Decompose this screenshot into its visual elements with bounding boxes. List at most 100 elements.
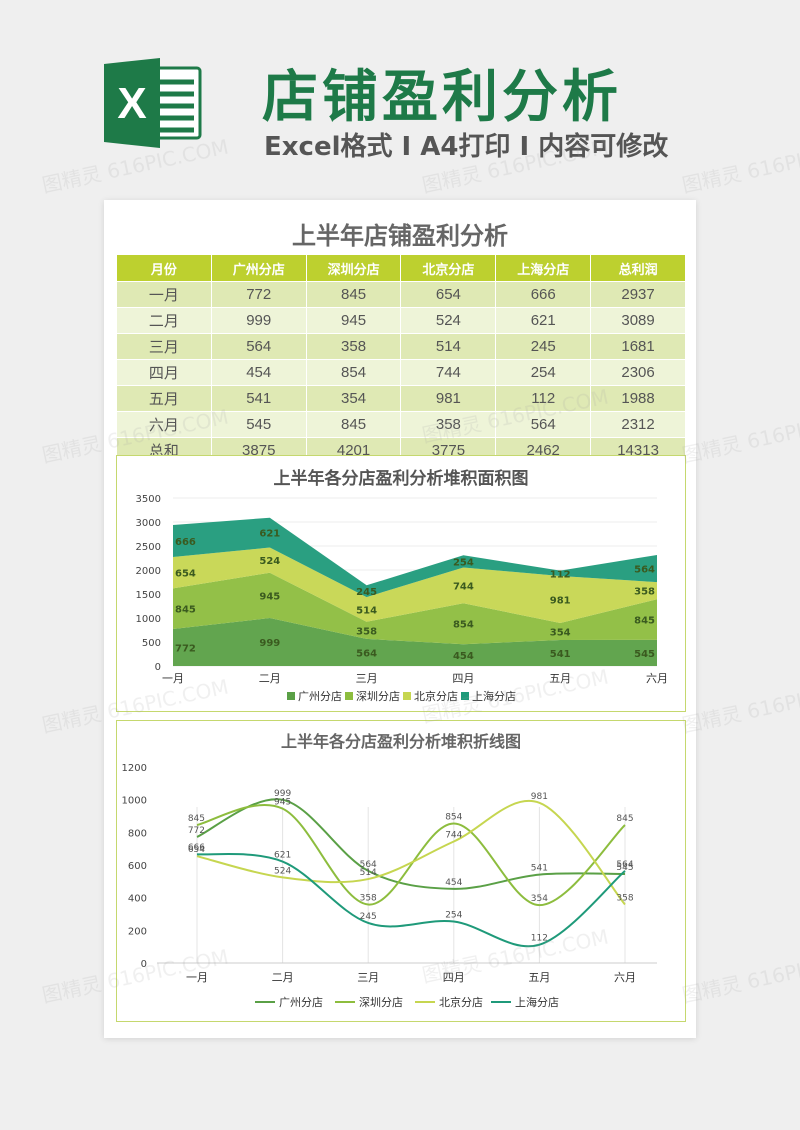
x-tick-label: 六月 xyxy=(614,971,636,984)
data-label: 524 xyxy=(274,866,291,876)
col-header: 深圳分店 xyxy=(305,254,402,282)
col-header: 北京分店 xyxy=(400,254,497,282)
table-cell: 358 xyxy=(305,333,402,360)
table-cell: 772 xyxy=(210,281,307,308)
data-label: 564 xyxy=(360,860,377,870)
data-label: 354 xyxy=(550,628,571,639)
data-label: 744 xyxy=(445,830,462,840)
legend-label: 深圳分店 xyxy=(359,995,403,1009)
table-cell: 454 xyxy=(210,359,307,386)
area-series-0 xyxy=(173,618,657,666)
table-cell: 845 xyxy=(305,281,402,308)
y-tick-label: 0 xyxy=(141,959,147,970)
area-series-1 xyxy=(173,572,657,645)
data-label: 358 xyxy=(616,894,633,904)
data-label: 654 xyxy=(188,845,205,855)
data-label: 514 xyxy=(356,605,377,616)
col-header: 总利润 xyxy=(590,254,686,282)
table-row: 四月 454 854 744 254 2306 xyxy=(116,359,686,386)
y-tick-label: 3500 xyxy=(136,494,161,505)
data-label: 845 xyxy=(188,814,205,824)
row-label: 一月 xyxy=(116,281,212,308)
data-label: 358 xyxy=(360,894,377,904)
data-label: 524 xyxy=(259,556,280,567)
page-header: X 店铺盈利分析 Excel格式 I A4打印 I 内容可修改 xyxy=(0,0,800,190)
data-label: 621 xyxy=(259,529,280,540)
row-label: 四月 xyxy=(116,359,212,386)
data-label: 564 xyxy=(356,648,377,659)
data-label: 545 xyxy=(616,863,633,873)
data-label: 514 xyxy=(360,868,377,878)
y-tick-label: 0 xyxy=(155,662,161,673)
area-series-2 xyxy=(173,547,657,624)
table-cell: 666 xyxy=(495,281,592,308)
data-label: 845 xyxy=(634,616,655,627)
data-label: 845 xyxy=(616,814,633,824)
data-label: 454 xyxy=(445,878,462,888)
chart-title: 上半年各分店盈利分析堆积折线图 xyxy=(281,732,521,751)
table-cell: 1681 xyxy=(590,333,686,360)
logo-letter: X xyxy=(117,79,146,128)
legend-swatch xyxy=(403,692,411,700)
table-cell: 514 xyxy=(400,333,497,360)
table-cell: 999 xyxy=(210,307,307,334)
data-label: 772 xyxy=(188,826,205,836)
data-label: 564 xyxy=(616,860,633,870)
data-label: 112 xyxy=(531,934,548,944)
profit-table: 月份 广州分店 深圳分店 北京分店 上海分店 总利润 一月 772 845 654 66… xyxy=(116,254,686,464)
x-tick-label: 三月 xyxy=(356,672,378,685)
data-label: 541 xyxy=(550,649,571,660)
line-series-0 xyxy=(196,798,626,890)
col-header: 上海分店 xyxy=(495,254,592,282)
y-tick-label: 500 xyxy=(142,638,161,649)
table-row: 一月 772 845 654 666 2937 xyxy=(116,281,686,308)
row-label: 三月 xyxy=(116,333,212,360)
x-tick-label: 五月 xyxy=(549,672,571,685)
x-tick-label: 四月 xyxy=(443,971,465,984)
y-tick-label: 2500 xyxy=(136,542,161,553)
x-tick-label: 三月 xyxy=(357,971,379,984)
legend-label: 北京分店 xyxy=(439,995,483,1009)
data-label: 945 xyxy=(274,798,291,808)
watermark-text: 图精灵 616PIC.COM xyxy=(679,944,800,1008)
table-cell: 854 xyxy=(305,359,402,386)
page-subtitle: Excel格式 I A4打印 I 内容可修改 xyxy=(264,132,669,162)
table-title: 上半年店铺盈利分析 xyxy=(292,222,508,250)
col-header: 月份 xyxy=(116,254,212,282)
x-tick-label: 四月 xyxy=(452,672,474,685)
data-label: 254 xyxy=(453,557,474,568)
data-label: 666 xyxy=(188,843,205,853)
data-label: 654 xyxy=(175,569,196,580)
data-label: 564 xyxy=(634,565,655,576)
table-cell: 358 xyxy=(400,411,497,438)
y-tick-label: 600 xyxy=(128,861,147,872)
table-cell: 564 xyxy=(210,333,307,360)
data-label: 541 xyxy=(531,864,548,874)
y-tick-label: 1500 xyxy=(136,590,161,601)
data-label: 621 xyxy=(274,851,291,861)
x-tick-label: 一月 xyxy=(162,672,184,685)
y-tick-label: 1000 xyxy=(136,614,161,625)
table-cell: 1988 xyxy=(590,385,686,412)
table-cell: 981 xyxy=(400,385,497,412)
data-label: 981 xyxy=(531,792,548,802)
line-chart: 上半年各分店盈利分析堆积折线图 0 200 400 600 800 1000 1200 一月 二月… xyxy=(116,720,686,1022)
x-tick-label: 六月 xyxy=(646,672,668,685)
table-cell: 545 xyxy=(210,411,307,438)
y-tick-label: 1000 xyxy=(122,796,147,807)
table-cell: 621 xyxy=(495,307,592,334)
y-tick-label: 200 xyxy=(128,926,147,937)
table-row: 二月 999 945 524 621 3089 xyxy=(116,307,686,334)
table-cell: 112 xyxy=(495,385,592,412)
table-cell: 2312 xyxy=(590,411,686,438)
data-label: 454 xyxy=(453,651,474,662)
data-label: 245 xyxy=(360,912,377,922)
table-cell: 945 xyxy=(305,307,402,334)
legend-label: 广州分店 xyxy=(298,689,342,703)
data-label: 254 xyxy=(445,911,462,921)
chart-title: 上半年各分店盈利分析堆积面积图 xyxy=(274,468,529,489)
table-cell: 564 xyxy=(495,411,592,438)
table-cell: 2937 xyxy=(590,281,686,308)
legend-swatch xyxy=(345,692,353,700)
row-label: 二月 xyxy=(116,307,212,334)
